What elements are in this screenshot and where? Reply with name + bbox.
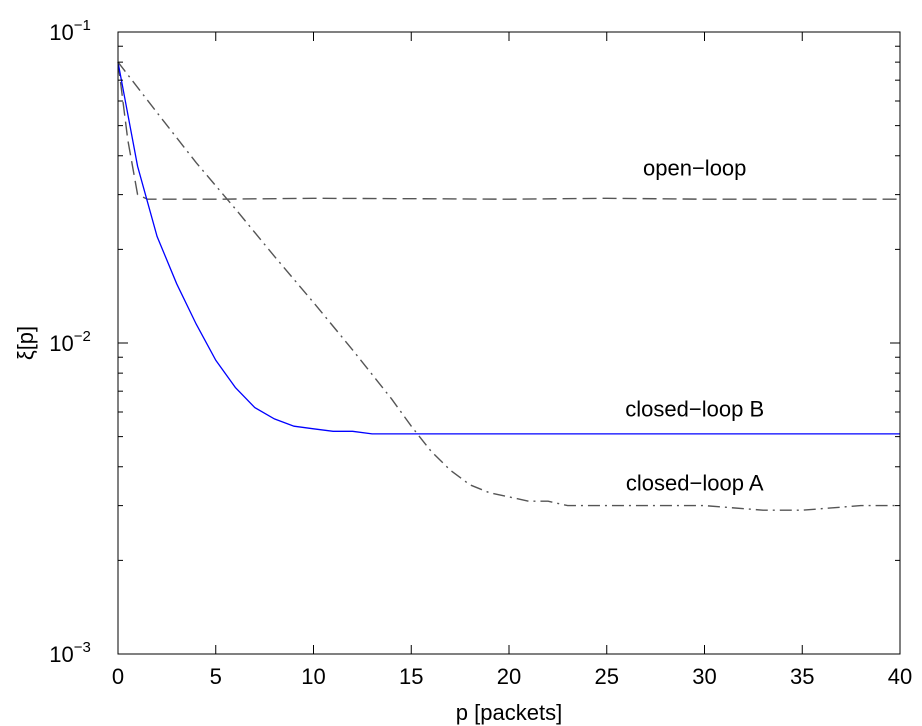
x-tick-label: 35 (790, 664, 814, 689)
y-tick-label: 10−1 (49, 17, 91, 45)
y-axis-label: ξ[p] (13, 326, 38, 360)
x-tick-label: 20 (497, 664, 521, 689)
axes-layer: 0 5 10 15 20 25 30 35 40 10−3 10−2 10−1 (49, 17, 912, 689)
x-axis-label: p [packets] (456, 700, 562, 725)
series-line-3 (117, 61, 900, 511)
annotation-layer: open−loop closed−loop B closed−loop A (625, 156, 764, 496)
x-tick-label: 15 (399, 664, 423, 689)
x-tick-label: 0 (112, 664, 124, 689)
series-annotation-2: closed−loop B (625, 397, 764, 422)
series-line-2 (117, 61, 900, 435)
series-layer (117, 61, 900, 511)
series-annotation-3: closed−loop A (626, 471, 764, 496)
plot-area (118, 32, 900, 654)
series-annotation-1: open−loop (643, 156, 746, 181)
x-tick-label: 10 (301, 664, 325, 689)
y-tick-label: 10−3 (49, 639, 91, 667)
x-tick-label: 30 (692, 664, 716, 689)
x-tick-label: 40 (888, 664, 912, 689)
series-line-1 (117, 62, 900, 200)
x-tick-label: 5 (210, 664, 222, 689)
y-tick-label: 10−2 (49, 328, 91, 356)
x-tick-label: 25 (595, 664, 619, 689)
